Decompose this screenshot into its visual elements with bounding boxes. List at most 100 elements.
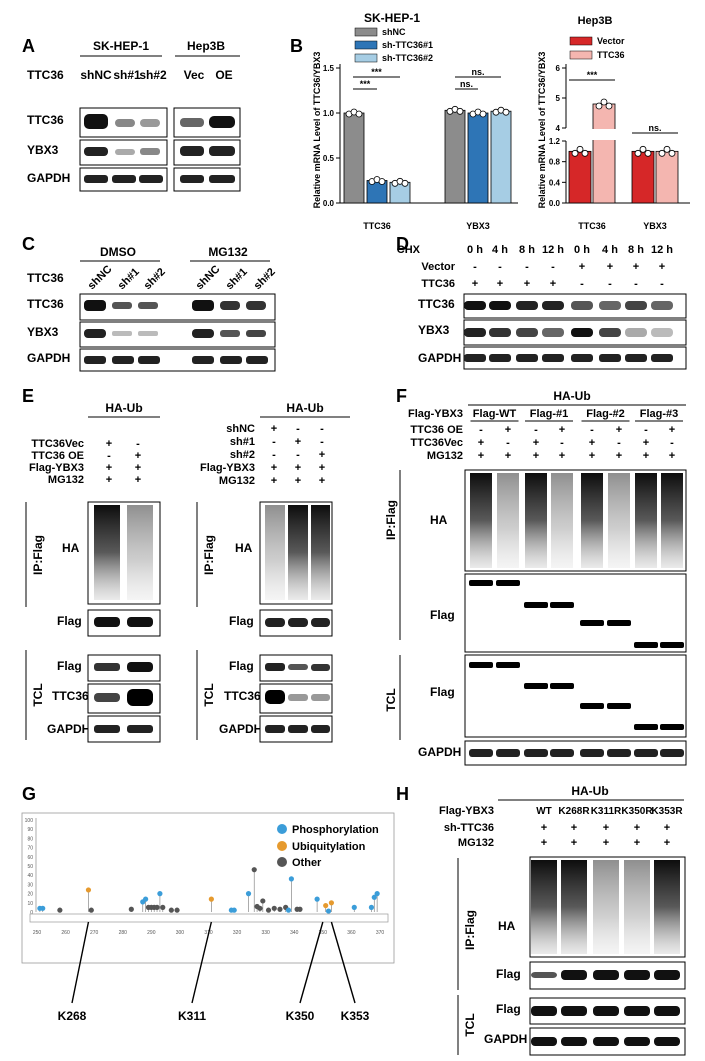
- band: [464, 328, 486, 337]
- significance-label: ns.: [471, 67, 484, 77]
- treatment-mark: -: [644, 424, 648, 436]
- band: [138, 302, 158, 309]
- axis-break: [560, 129, 690, 140]
- band: [469, 749, 493, 757]
- lollipop-head: [174, 907, 180, 913]
- condition-label: Flag-YBX3: [29, 462, 84, 474]
- band: [84, 300, 106, 311]
- band: [634, 749, 658, 757]
- band-group: [464, 301, 673, 362]
- bar: [467, 112, 489, 204]
- treatment-mark: +: [589, 450, 595, 462]
- lollipop-head: [374, 891, 380, 897]
- treatment-mark: -: [479, 424, 483, 436]
- band: [94, 725, 120, 733]
- y-tick-label: 0.5: [323, 154, 335, 163]
- y-axis-label: Relative mRNA Level of TTC36/YBX3: [312, 52, 322, 209]
- time-label: 0 h: [574, 244, 590, 256]
- lollipop-head: [157, 891, 163, 897]
- tcl-label: TCL: [463, 1013, 477, 1036]
- x-tick-label: YBX3: [643, 221, 667, 231]
- time-label: 8 h: [628, 244, 644, 256]
- treatment-mark: +: [633, 261, 639, 273]
- blot-label: HA: [498, 919, 516, 933]
- legend-dot: [277, 841, 287, 851]
- data-point: [479, 110, 487, 118]
- legend-label: TTC36: [597, 50, 625, 60]
- band: [489, 354, 511, 362]
- band: [654, 1037, 680, 1046]
- treatment-mark: +: [106, 474, 112, 486]
- band: [180, 118, 204, 127]
- x-tick-label: TTC36: [578, 221, 606, 231]
- callout-line: [191, 921, 213, 1004]
- site-label: K353: [341, 1009, 370, 1023]
- band: [496, 749, 520, 757]
- treatment-mark: -: [580, 278, 584, 290]
- band: [571, 328, 593, 337]
- band: [469, 580, 493, 586]
- band: [561, 970, 587, 980]
- treatment-mark: +: [541, 822, 547, 834]
- lollipop-head: [231, 907, 237, 913]
- lane-label: OE: [215, 68, 232, 82]
- panel-e: E HA-Ub TTC36Vec + -TTC36 OE - +Flag-YBX3 + +M…: [22, 386, 350, 743]
- blot-label: GAPDH: [47, 722, 90, 736]
- band: [550, 602, 574, 608]
- lane-label: K350R: [621, 806, 653, 817]
- panel-h-label: H: [396, 784, 409, 804]
- treatment-mark: -: [634, 278, 638, 290]
- lollipop-head: [154, 904, 160, 911]
- blot-label: HA: [62, 541, 80, 555]
- treatment-mark: -: [670, 437, 674, 449]
- y-tick-label: 60: [27, 855, 33, 861]
- band: [580, 620, 604, 626]
- band: [599, 328, 621, 337]
- lane-label: Vec: [184, 68, 205, 82]
- ub-smear: [311, 505, 330, 600]
- band: [516, 328, 538, 337]
- treatment-mark: +: [319, 462, 325, 474]
- treatment-mark: +: [664, 822, 670, 834]
- y-tick-label: 80: [27, 836, 33, 842]
- panel-f-label: F: [396, 386, 407, 406]
- x-tick-label: 340: [290, 930, 299, 936]
- band: [531, 1006, 557, 1016]
- band: [524, 602, 548, 608]
- condition-label: MG132: [48, 474, 84, 486]
- treatment-mark: +: [603, 822, 609, 834]
- y-tick-label: 100: [25, 818, 34, 824]
- treatment-mark: -: [272, 436, 276, 448]
- ub-smear: [265, 505, 285, 600]
- callout-line: [71, 921, 90, 1004]
- band: [634, 724, 658, 730]
- data-point: [456, 107, 464, 115]
- treatment-mark: +: [550, 278, 556, 290]
- treatment-mark: +: [634, 837, 640, 849]
- treatment-mark: +: [634, 822, 640, 834]
- site-label: K268: [58, 1009, 87, 1023]
- condition-label: shNC: [226, 423, 255, 435]
- x-tick-label: 290: [147, 930, 156, 936]
- lollipop-head: [323, 902, 329, 909]
- band: [246, 330, 266, 337]
- legend-swatch: [569, 36, 593, 46]
- panel-c: C DMSO MG132 TTC36 shNC sh#1 sh#2 shNC s…: [22, 234, 278, 372]
- lollipop-head: [143, 896, 149, 902]
- time-label: 0 h: [467, 244, 483, 256]
- band: [489, 328, 511, 337]
- lane-label: WT: [536, 806, 552, 817]
- data-point: [639, 145, 647, 153]
- time-label: 4 h: [602, 244, 618, 256]
- lollipop-sites: [37, 867, 380, 914]
- y-tick-label: 1.2: [549, 137, 561, 146]
- band: [660, 642, 684, 648]
- panel-h: H HA-Ub Flag-YBX3 WT K268R K311R K350RK353R…: [396, 784, 686, 1056]
- bar: [655, 150, 679, 204]
- blot-label: GAPDH: [418, 745, 461, 759]
- treatment-mark: +: [603, 837, 609, 849]
- chart-skhep1: 0.0 0.5 1.0 1.5 TTC36 YBX3 ****** ns. ns.: [323, 64, 518, 231]
- group-label: Flag-WT: [473, 408, 517, 420]
- ub-smear: [624, 860, 650, 954]
